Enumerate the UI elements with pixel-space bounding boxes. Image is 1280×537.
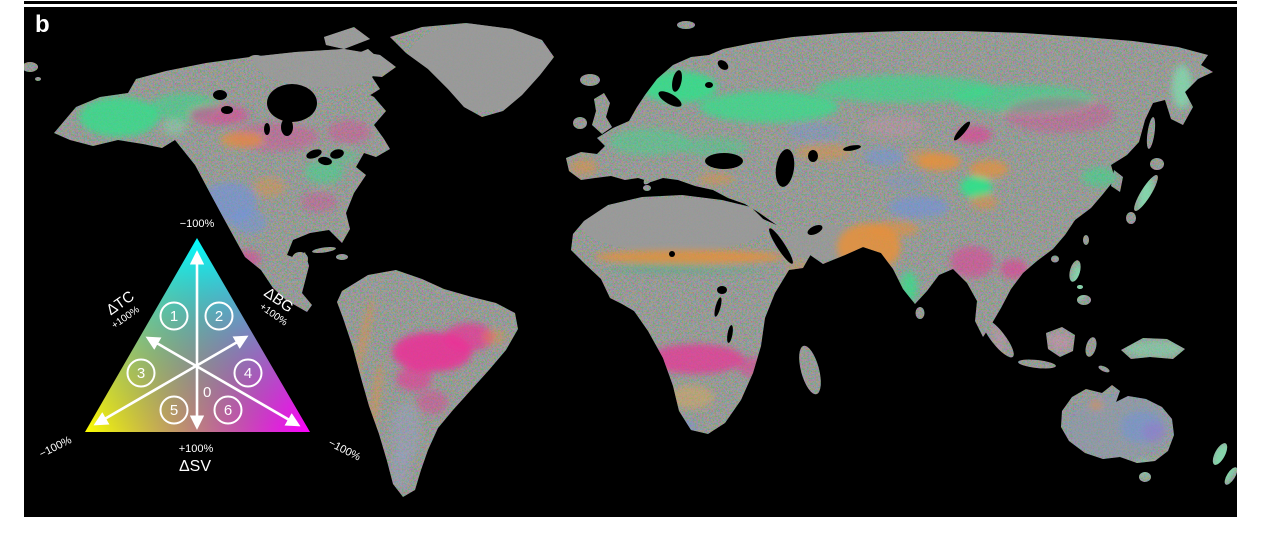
tc-sv-top-minus-label: −100% — [180, 218, 215, 230]
sector-5: 5 — [170, 402, 178, 419]
sector-numbers: 1 2 3 4 5 6 — [137, 308, 252, 419]
map-svg: 1 2 3 4 5 6 −100% ΔTC +100% ΔBG +100% −1… — [24, 7, 1237, 517]
mint-coastal-blobs — [162, 65, 1236, 483]
magenta-loss-blobs — [189, 97, 1114, 414]
sector-2: 2 — [215, 308, 223, 325]
pink-speckle-blobs — [864, 117, 1072, 355]
tan-blobs — [670, 385, 714, 409]
map-change-layers — [24, 7, 1237, 517]
orange-bareground-blobs — [220, 132, 1103, 432]
world-change-map: b — [24, 7, 1237, 517]
axis-arrows — [93, 250, 301, 430]
origin-zero-label: 0 — [203, 384, 211, 401]
sv-label: ΔSV — [179, 458, 211, 475]
lavender-blobs — [390, 402, 420, 489]
sector-6: 6 — [224, 402, 232, 419]
sv-plus-label: +100% — [179, 443, 214, 455]
figure-top-rule — [24, 1, 1237, 4]
change-blobs — [79, 65, 1236, 489]
sector-1: 1 — [170, 308, 178, 325]
panel-label: b — [35, 11, 50, 38]
lakes-and-seas — [213, 60, 971, 343]
sector-circles — [126, 301, 263, 425]
sector-3: 3 — [137, 365, 145, 382]
purple-blobs — [1142, 422, 1166, 442]
sector-4: 4 — [244, 365, 252, 382]
bg-axis-arrow — [93, 335, 249, 426]
